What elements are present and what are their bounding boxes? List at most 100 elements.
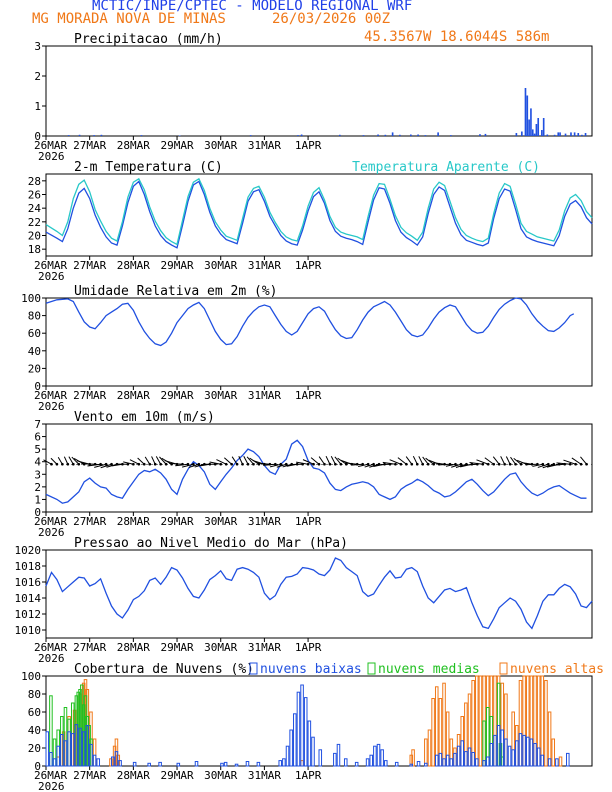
cloud-bar-nuvens_altas [109,758,113,767]
wind-barb [175,463,189,467]
cloud-bar-nuvens_baixas [78,727,82,767]
wind-barb-head [415,462,419,466]
precip-bar [93,135,95,136]
cloud-bar-nuvens_baixas [336,743,341,767]
cloud-bar-nuvens_baixas [293,713,297,767]
series-line-umidade [45,297,575,347]
cloud-bar-nuvens_baixas [394,761,399,767]
y-tick-label: 60 [28,706,41,719]
cloud-bar-nuvens_altas [551,738,556,767]
plot-area [45,549,593,639]
cloud-bar-nuvens_medias [498,743,503,767]
y-tick-label: 0 [34,380,41,393]
wind-barb [510,456,516,465]
wind-barb [556,462,571,465]
cloud-bar-nuvens_baixas [343,758,348,767]
x-tick-label: 27MAR [73,259,106,272]
x-tick-label: 28MAR [117,259,150,272]
wind-barb [492,456,500,465]
wind-barb [425,457,434,465]
precip-bar [484,133,487,136]
wind-barb [71,456,80,465]
series-line-temperatura [45,180,593,249]
y-tick-label: 80 [28,310,41,323]
x-tick-label: 29MAR [160,389,193,402]
cloud-bar-nuvens_medias [76,691,80,767]
y-tick-label: 0 [34,760,41,773]
wind-barb [563,459,576,465]
wind-barb-head [61,462,64,466]
cloud-bar-nuvens_baixas [471,752,475,767]
wind-barb-head [279,462,283,466]
cloud-bar-nuvens_baixas [449,758,454,767]
cloud-bar-nuvens_baixas [424,762,428,767]
precip-bar [377,134,379,136]
wind-barb [81,463,96,465]
wind-barb [551,463,565,466]
cloud-bar-nuvens_baixas [376,743,381,767]
y-tick-label: 7 [34,418,41,431]
cloud-bar-nuvens_baixas [380,749,384,767]
wind-barb-head [241,462,244,466]
wind-barb-head [454,462,457,466]
x-tick-label: 28MAR [117,641,150,654]
y-tick-label: 20 [28,742,41,755]
legend-swatch [499,662,508,675]
cloud-bar-nuvens_baixas [529,738,534,767]
wind-barb [68,456,74,465]
cloud-bar-nuvens_baixas [507,745,512,767]
model-run-date: 26/03/2026 00Z [272,11,391,27]
cloud-bar-nuvens_baixas [282,758,286,767]
wind-barb [188,463,200,469]
x-tick-label: 29MAR [160,515,193,528]
x-tick-label: 1APR [295,259,322,272]
cloud-bar-nuvens_baixas [515,740,519,767]
x-tick-label: 27MAR [73,389,106,402]
x-tick-label: 29MAR [160,641,193,654]
wind-barb-head [519,462,523,466]
year-label: 2026 [38,400,65,413]
precip-bar [559,132,561,136]
legend-entry: nuvens medias [378,662,480,677]
precip-bar [391,132,394,136]
wind-barb [129,459,140,465]
cloud-bar-nuvens_baixas [485,756,490,767]
panel-title: Umidade Relativa em 2m (%) [74,284,278,299]
y-tick-label: 2 [34,481,41,494]
wind-barb-head [246,462,250,466]
y-tick-label: 20 [28,230,41,243]
wind-barb [445,463,456,467]
wind-barb [302,459,314,465]
wind-barb [159,456,167,465]
series-line-pressao [45,557,593,630]
wind-barb-head [224,462,228,466]
cloud-bar-nuvens_baixas [482,760,486,767]
wind-barb [537,463,549,468]
precip-bar [570,132,572,136]
cloud-bar-nuvens_medias [87,725,91,767]
cloud-bar-nuvens_baixas [220,762,224,767]
x-tick-label: 27MAR [73,641,106,654]
wind-barb [334,456,342,465]
wind-barb-head [399,462,403,466]
cloud-bar-nuvens_baixas [464,751,468,767]
precip-bar [521,131,523,136]
wind-barb [100,463,112,469]
wind-barb [433,462,445,465]
wind-barb [94,463,107,468]
wind-barb [296,461,309,465]
panel-5: 1010 1012 1014 1016 1018 1020 26MAR 27MAR 28MAR 2… [15,536,593,665]
y-tick-label: 0 [34,506,41,519]
cloud-bar-nuvens_baixas [289,729,293,767]
panel-title: Vento em 10m (m/s) [74,410,215,425]
x-tick-label: 30MAR [204,259,237,272]
x-tick-label: 28MAR [117,139,150,152]
wind-barb [144,456,151,465]
cloud-bar-nuvens_baixas [234,763,239,767]
panel-title: Precipitacao (mm/h) [74,32,223,47]
wind-barb-head [110,462,113,466]
cloud-bar-nuvens_baixas [409,763,414,767]
wind-barb-head [432,462,435,466]
cloud-bar-nuvens_baixas [81,731,86,767]
wind-barb [282,463,292,468]
